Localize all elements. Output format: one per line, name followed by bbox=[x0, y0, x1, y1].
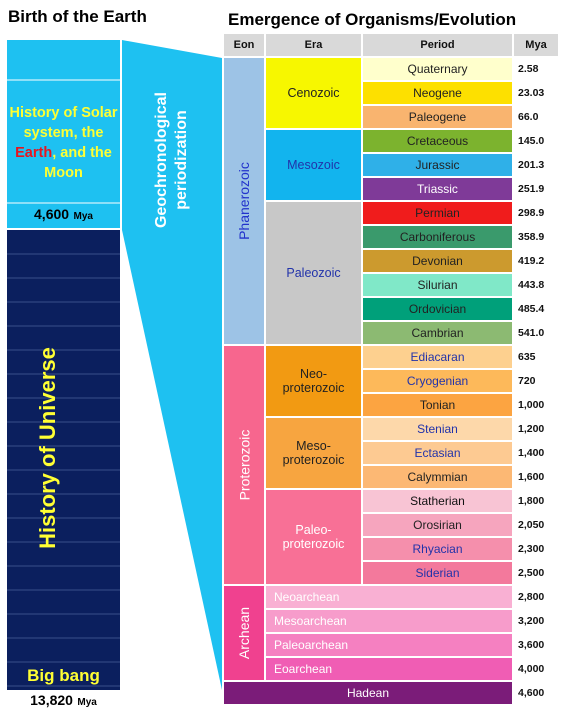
mya-cell: 358.9 bbox=[514, 226, 558, 248]
era-name: Paleozoic bbox=[286, 266, 341, 280]
era-cell: Paleoarchean bbox=[266, 634, 512, 656]
mya-cell: 2,300 bbox=[514, 538, 558, 560]
header-cell: Mya bbox=[514, 34, 558, 56]
eon-cell: Archean bbox=[224, 586, 264, 680]
eon-name: Archean bbox=[236, 606, 252, 660]
period-cell: Neogene bbox=[363, 82, 512, 104]
period-cell: Siderian bbox=[363, 562, 512, 584]
big-bang-unit: Mya bbox=[77, 697, 97, 708]
eon-name: Proterozoic bbox=[236, 429, 252, 501]
mya-cell: 541.0 bbox=[514, 322, 558, 344]
era-name: Cenozoic bbox=[287, 86, 340, 100]
period-cell: Carboniferous bbox=[363, 226, 512, 248]
period-cell: Ediacaran bbox=[363, 346, 512, 368]
period-cell: Triassic bbox=[363, 178, 512, 200]
left-title: Birth of the Earth bbox=[8, 7, 147, 26]
solar-earth: Earth bbox=[15, 145, 53, 161]
mya-cell: 2,500 bbox=[514, 562, 558, 584]
mya-cell: 3,600 bbox=[514, 634, 558, 656]
wedge bbox=[122, 40, 222, 690]
period-cell: Calymmian bbox=[363, 466, 512, 488]
era-cell: Cenozoic bbox=[266, 58, 361, 128]
era-cell: Paleo-proterozoic bbox=[266, 490, 361, 584]
mya-cell: 1,200 bbox=[514, 418, 558, 440]
mya-cell: 720 bbox=[514, 370, 558, 392]
eon-name: Phanerozoic bbox=[236, 162, 253, 240]
era-cell: Neo-proterozoic bbox=[266, 346, 361, 416]
mya-cell: 66.0 bbox=[514, 106, 558, 128]
era-cell: Eoarchean bbox=[266, 658, 512, 680]
mya-cell: 1,000 bbox=[514, 394, 558, 416]
big-bang-time: 13,820 Mya bbox=[7, 692, 120, 710]
mya-cell: 251.9 bbox=[514, 178, 558, 200]
header-cell: Eon bbox=[224, 34, 264, 56]
eon-cell: Hadean bbox=[224, 682, 512, 704]
header-cell: Era bbox=[266, 34, 361, 56]
era-name: Paleo-proterozoic bbox=[282, 523, 345, 551]
mya-cell: 23.03 bbox=[514, 82, 558, 104]
period-cell: Permian bbox=[363, 202, 512, 224]
big-bang: Big bang bbox=[27, 666, 100, 685]
era-name: Neo-proterozoic bbox=[282, 367, 345, 395]
period-cell: Cambrian bbox=[363, 322, 512, 344]
period-cell: Jurassic bbox=[363, 154, 512, 176]
period-cell: Devonian bbox=[363, 250, 512, 272]
mya-cell: 485.4 bbox=[514, 298, 558, 320]
solar-block bbox=[7, 40, 120, 228]
mya-cell: 201.3 bbox=[514, 154, 558, 176]
era-name: Meso-proterozoic bbox=[282, 439, 345, 467]
period-cell: Ectasian bbox=[363, 442, 512, 464]
period-cell: Tonian bbox=[363, 394, 512, 416]
mya-cell: 298.9 bbox=[514, 202, 558, 224]
mya-cell: 145.0 bbox=[514, 130, 558, 152]
period-cell: Stenian bbox=[363, 418, 512, 440]
mya-cell: 2,050 bbox=[514, 514, 558, 536]
period-cell: Rhyacian bbox=[363, 538, 512, 560]
eon-cell: Proterozoic bbox=[224, 346, 264, 584]
mya-cell: 4,000 bbox=[514, 658, 558, 680]
period-cell: Cretaceous bbox=[363, 130, 512, 152]
eon-cell: Phanerozoic bbox=[224, 58, 264, 344]
era-cell: Mesozoic bbox=[266, 130, 361, 200]
period-cell: Orosirian bbox=[363, 514, 512, 536]
birth-value: 4,600 bbox=[34, 206, 70, 222]
mya-cell: 1,600 bbox=[514, 466, 558, 488]
mya-cell: 443.8 bbox=[514, 274, 558, 296]
solar-text: History of Solar system, the Earth, and … bbox=[9, 103, 118, 183]
mya-cell: 1,400 bbox=[514, 442, 558, 464]
table-title: Emergence of Organisms/Evolution bbox=[228, 10, 517, 29]
period-cell: Paleogene bbox=[363, 106, 512, 128]
period-cell: Statherian bbox=[363, 490, 512, 512]
universe-block bbox=[7, 230, 120, 690]
period-cell: Quaternary bbox=[363, 58, 512, 80]
mya-cell: 419.2 bbox=[514, 250, 558, 272]
mya-cell: 1,800 bbox=[514, 490, 558, 512]
period-cell: Cryogenian bbox=[363, 370, 512, 392]
mya-cell: 2.58 bbox=[514, 58, 558, 80]
solar-part: , and the Moon bbox=[44, 145, 112, 181]
universe-text: History of Universe bbox=[35, 347, 60, 549]
era-cell: Mesoarchean bbox=[266, 610, 512, 632]
era-cell: Paleozoic bbox=[266, 202, 361, 344]
birth-unit: Mya bbox=[73, 211, 93, 222]
mya-cell: 4,600 bbox=[514, 682, 558, 704]
era-cell: Meso-proterozoic bbox=[266, 418, 361, 488]
period-cell: Silurian bbox=[363, 274, 512, 296]
row-lines bbox=[7, 253, 120, 687]
big-bang-value: 13,820 bbox=[30, 692, 73, 708]
period-cell: Ordovician bbox=[363, 298, 512, 320]
header-cell: Period bbox=[363, 34, 512, 56]
era-cell: Neoarchean bbox=[266, 586, 512, 608]
mya-cell: 2,800 bbox=[514, 586, 558, 608]
mya-cell: 635 bbox=[514, 346, 558, 368]
birth-time: 4,600 Mya bbox=[7, 206, 120, 224]
middle-label: Geochronological periodization bbox=[153, 92, 190, 229]
solar-part: History of Solar system, the bbox=[9, 105, 118, 141]
mya-cell: 3,200 bbox=[514, 610, 558, 632]
era-name: Mesozoic bbox=[287, 158, 340, 172]
